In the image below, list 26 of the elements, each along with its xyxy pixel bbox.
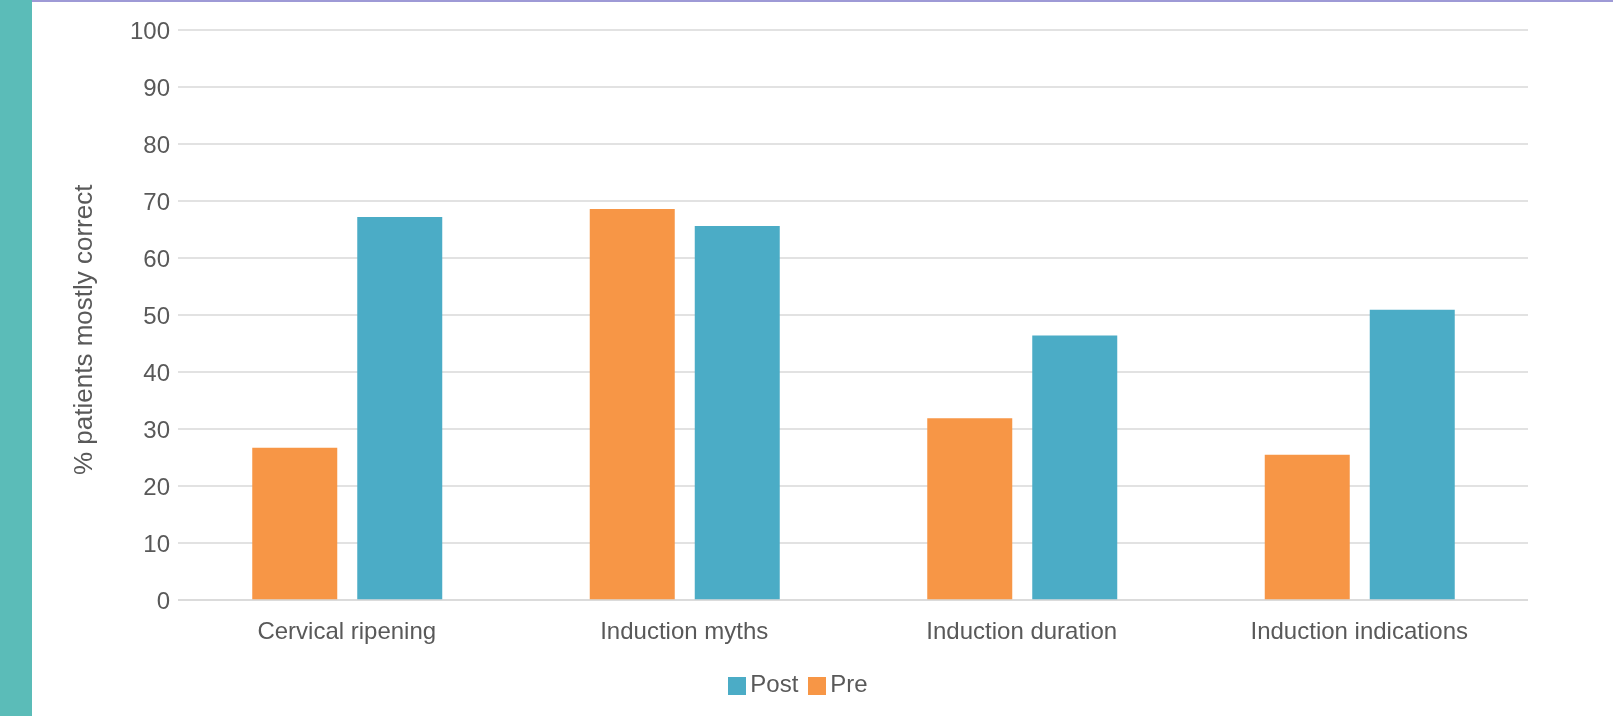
bar: [1032, 335, 1118, 600]
bar: [927, 418, 1013, 600]
bar: [252, 447, 338, 600]
y-tick-label: 50: [143, 301, 170, 329]
y-tick-label: 20: [143, 472, 170, 500]
x-tick-label: Induction myths: [600, 617, 769, 645]
bar: [1369, 309, 1455, 600]
bar: [589, 208, 675, 600]
y-tick-label: 30: [143, 415, 170, 443]
bar: [694, 226, 780, 600]
bar: [357, 216, 443, 600]
y-tick-label: 80: [143, 130, 170, 158]
x-tick-label: Induction indications: [1250, 617, 1468, 645]
y-tick-label: 60: [143, 244, 170, 272]
legend-label: Post: [750, 670, 799, 697]
bar: [1264, 454, 1350, 600]
y-tick-label: 10: [143, 529, 170, 557]
y-tick-label: 40: [143, 358, 170, 386]
y-tick-label: 90: [143, 73, 170, 101]
y-axis-title: % patients mostly correct: [68, 183, 99, 475]
x-tick-label: Cervical ripening: [257, 617, 437, 645]
y-tick-label: 100: [129, 16, 170, 44]
x-tick-label: Induction duration: [926, 617, 1118, 645]
legend-label: Pre: [830, 670, 868, 697]
y-tick-label: 70: [143, 187, 170, 215]
y-tick-label: 0: [156, 586, 170, 614]
